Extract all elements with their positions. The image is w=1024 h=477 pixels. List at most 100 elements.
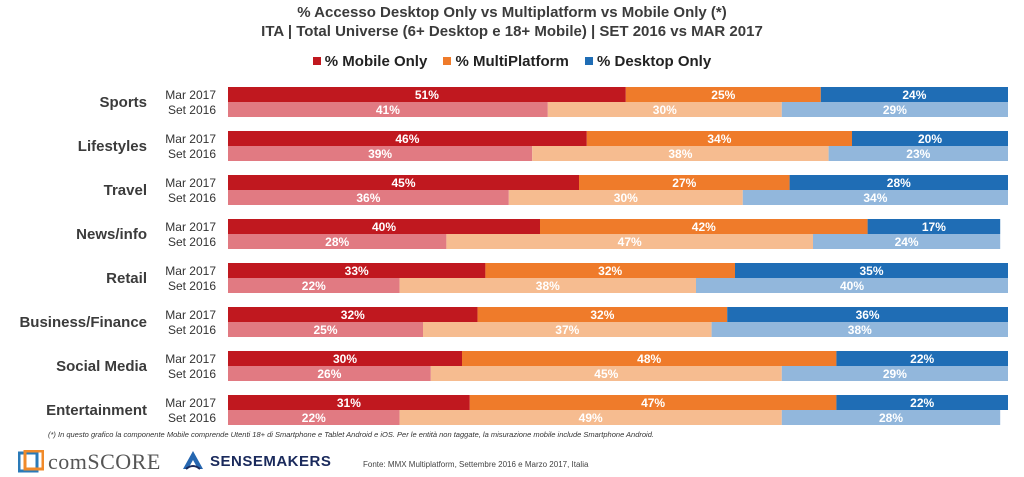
- data-label-business-finance-set_2016-desktop-only: 38%: [848, 323, 872, 337]
- data-label-travel-mar_2017-multiplatform: 27%: [672, 176, 696, 190]
- legend-label-mobile-only: % Mobile Only: [324, 52, 428, 70]
- bar-business-finance-set_2016-multiplatform: [423, 322, 712, 337]
- bar-retail-mar_2017-desktop-only: [735, 263, 1008, 278]
- category-label-social-media: Social Media: [56, 358, 148, 375]
- data-label-lifestyles-mar_2017-desktop-only: 20%: [918, 132, 942, 146]
- period-label-social-media-mar_2017: Mar 2017: [165, 352, 216, 366]
- period-label-travel-set_2016: Set 2016: [168, 191, 216, 205]
- bar-lifestyles-mar_2017-multiplatform: [586, 131, 852, 146]
- data-label-travel-set_2016-multiplatform: 30%: [614, 191, 638, 205]
- category-label-news-info: News/info: [76, 226, 147, 243]
- category-label-business-finance: Business/Finance: [19, 314, 147, 331]
- bar-lifestyles-mar_2017-mobile-only: [228, 131, 587, 146]
- legend: % Mobile Only % MultiPlatform % Desktop …: [0, 52, 1024, 70]
- data-label-entertainment-mar_2017-mobile-only: 31%: [337, 396, 361, 410]
- data-label-travel-mar_2017-mobile-only: 45%: [391, 176, 415, 190]
- legend-item-mobile-only: % Mobile Only: [312, 52, 428, 70]
- category-label-travel: Travel: [104, 182, 147, 199]
- bar-news-info-set_2016-desktop-only: [813, 234, 1001, 249]
- data-label-news-info-set_2016-multiplatform: 47%: [618, 235, 642, 249]
- data-label-social-media-set_2016-desktop-only: 29%: [883, 367, 907, 381]
- legend-item-multiplatform: % MultiPlatform: [443, 53, 569, 70]
- period-label-travel-mar_2017: Mar 2017: [165, 176, 216, 190]
- data-label-entertainment-mar_2017-multiplatform: 47%: [641, 396, 665, 410]
- data-label-sports-mar_2017-mobile-only: 51%: [415, 88, 439, 102]
- bar-travel-set_2016-multiplatform: [508, 190, 743, 205]
- bar-lifestyles-set_2016-desktop-only: [828, 146, 1008, 161]
- bar-news-info-set_2016-multiplatform: [446, 234, 813, 249]
- period-label-social-media-set_2016: Set 2016: [168, 367, 216, 381]
- data-label-social-media-mar_2017-desktop-only: 22%: [910, 352, 934, 366]
- sensemakers-logo: SENSEMAKERS: [180, 449, 331, 473]
- bar-social-media-set_2016-mobile-only: [228, 366, 431, 381]
- period-label-retail-mar_2017: Mar 2017: [165, 264, 216, 278]
- data-label-news-info-mar_2017-multiplatform: 42%: [692, 220, 716, 234]
- bar-entertainment-set_2016-multiplatform: [399, 410, 782, 425]
- bar-retail-set_2016-multiplatform: [399, 278, 696, 293]
- data-label-lifestyles-mar_2017-mobile-only: 46%: [395, 132, 419, 146]
- bar-sports-mar_2017-mobile-only: [228, 87, 626, 102]
- chart-title: % Accesso Desktop Only vs Multiplatform …: [297, 4, 727, 21]
- bar-travel-set_2016-mobile-only: [228, 190, 509, 205]
- bar-entertainment-set_2016-desktop-only: [781, 410, 1001, 425]
- bar-travel-mar_2017-multiplatform: [579, 175, 790, 190]
- data-label-lifestyles-set_2016-mobile-only: 39%: [368, 147, 392, 161]
- data-label-sports-set_2016-multiplatform: 30%: [653, 103, 677, 117]
- data-label-business-finance-mar_2017-mobile-only: 32%: [341, 308, 365, 322]
- data-label-entertainment-set_2016-multiplatform: 49%: [579, 411, 603, 425]
- data-label-sports-mar_2017-desktop-only: 24%: [902, 88, 926, 102]
- data-label-sports-set_2016-desktop-only: 29%: [883, 103, 907, 117]
- bar-business-finance-set_2016-desktop-only: [711, 322, 1008, 337]
- data-label-news-info-mar_2017-desktop-only: 17%: [922, 220, 946, 234]
- comscore-mark-icon: [18, 450, 44, 473]
- bar-lifestyles-mar_2017-desktop-only: [852, 131, 1008, 146]
- period-label-business-finance-mar_2017: Mar 2017: [165, 308, 216, 322]
- sensemakers-mark-icon: [183, 451, 203, 470]
- data-label-entertainment-mar_2017-desktop-only: 22%: [910, 396, 934, 410]
- period-label-sports-mar_2017: Mar 2017: [165, 88, 216, 102]
- bar-business-finance-set_2016-mobile-only: [228, 322, 423, 337]
- bar-news-info-mar_2017-mobile-only: [228, 219, 540, 234]
- bar-entertainment-mar_2017-desktop-only: [836, 395, 1008, 410]
- bar-sports-set_2016-desktop-only: [781, 102, 1008, 117]
- data-label-lifestyles-set_2016-multiplatform: 38%: [668, 147, 692, 161]
- data-label-travel-set_2016-mobile-only: 36%: [356, 191, 380, 205]
- bar-retail-mar_2017-multiplatform: [485, 263, 735, 278]
- period-label-lifestyles-mar_2017: Mar 2017: [165, 132, 216, 146]
- data-label-sports-mar_2017-multiplatform: 25%: [711, 88, 735, 102]
- bar-lifestyles-set_2016-mobile-only: [228, 146, 533, 161]
- period-label-retail-set_2016: Set 2016: [168, 279, 216, 293]
- data-label-sports-set_2016-mobile-only: 41%: [376, 103, 400, 117]
- data-label-lifestyles-mar_2017-multiplatform: 34%: [707, 132, 731, 146]
- data-label-retail-set_2016-multiplatform: 38%: [536, 279, 560, 293]
- period-label-news-info-set_2016: Set 2016: [168, 235, 216, 249]
- bar-retail-set_2016-mobile-only: [228, 278, 400, 293]
- data-label-business-finance-set_2016-multiplatform: 37%: [555, 323, 579, 337]
- period-label-entertainment-mar_2017: Mar 2017: [165, 396, 216, 410]
- data-label-lifestyles-set_2016-desktop-only: 23%: [906, 147, 930, 161]
- legend-swatch-desktop-only: [585, 57, 593, 65]
- data-label-travel-mar_2017-desktop-only: 28%: [887, 176, 911, 190]
- bar-retail-set_2016-desktop-only: [696, 278, 1008, 293]
- footnote: (*) In questo grafico la componente Mobi…: [48, 430, 654, 439]
- data-label-news-info-set_2016-mobile-only: 28%: [325, 235, 349, 249]
- bar-sports-set_2016-mobile-only: [228, 102, 548, 117]
- bar-news-info-set_2016-mobile-only: [228, 234, 447, 249]
- bar-travel-mar_2017-mobile-only: [228, 175, 579, 190]
- period-label-lifestyles-set_2016: Set 2016: [168, 147, 216, 161]
- bar-travel-mar_2017-desktop-only: [789, 175, 1008, 190]
- period-label-entertainment-set_2016: Set 2016: [168, 411, 216, 425]
- data-label-news-info-set_2016-desktop-only: 24%: [895, 235, 919, 249]
- legend-swatch-multiplatform: [443, 57, 452, 65]
- data-label-retail-mar_2017-multiplatform: 32%: [598, 264, 622, 278]
- bar-business-finance-mar_2017-mobile-only: [228, 307, 478, 322]
- data-label-business-finance-set_2016-mobile-only: 25%: [313, 323, 337, 337]
- category-label-retail: Retail: [106, 270, 147, 287]
- data-label-retail-mar_2017-mobile-only: 33%: [345, 264, 369, 278]
- bar-sports-set_2016-multiplatform: [547, 102, 782, 117]
- legend-label-desktop-only: % Desktop Only: [597, 52, 712, 70]
- data-label-travel-set_2016-desktop-only: 34%: [863, 191, 887, 205]
- category-label-lifestyles: Lifestyles: [78, 138, 147, 155]
- bar-lifestyles-set_2016-multiplatform: [532, 146, 829, 161]
- bar-sports-mar_2017-desktop-only: [820, 87, 1008, 102]
